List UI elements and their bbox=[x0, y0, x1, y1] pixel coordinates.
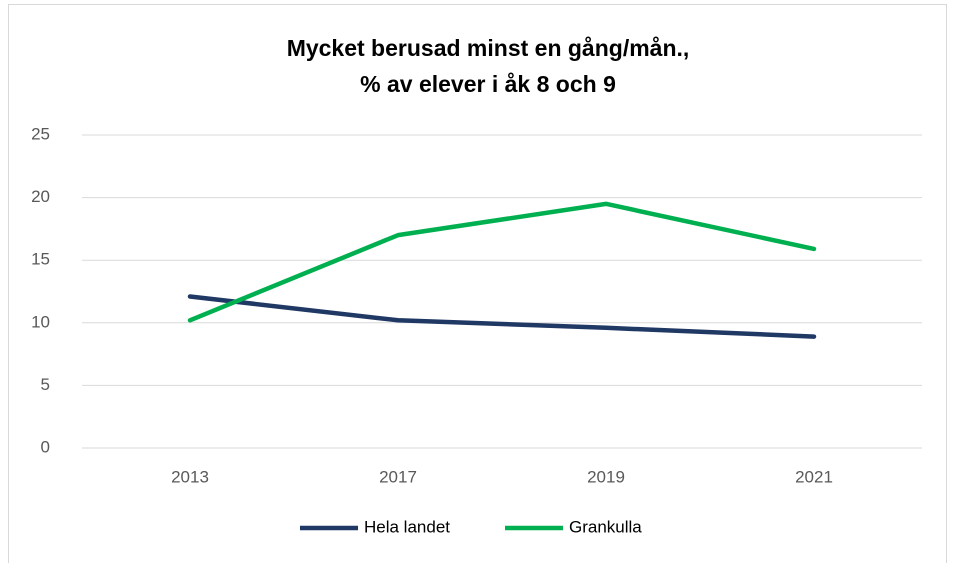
chart-border bbox=[8, 4, 947, 563]
x-tick-label: 2013 bbox=[171, 467, 209, 486]
y-tick-label: 20 bbox=[31, 187, 50, 206]
data-line bbox=[187, 294, 817, 339]
y-tick-label: 15 bbox=[31, 250, 50, 269]
y-tick-label: 0 bbox=[41, 437, 50, 456]
y-tick-label: 5 bbox=[41, 375, 50, 394]
x-tick-label: 2017 bbox=[379, 467, 417, 486]
x-tick-label: 2019 bbox=[587, 467, 625, 486]
x-tick-label: 2021 bbox=[795, 467, 833, 486]
legend-label: Grankulla bbox=[569, 517, 642, 536]
chart-title: Mycket berusad minst en gång/mån., bbox=[287, 35, 690, 61]
data-line bbox=[187, 201, 817, 323]
y-tick-label: 10 bbox=[31, 312, 50, 331]
chart-title: % av elever i åk 8 och 9 bbox=[360, 71, 616, 97]
y-tick-label: 25 bbox=[31, 124, 50, 143]
legend-label: Hela landet bbox=[364, 517, 450, 536]
